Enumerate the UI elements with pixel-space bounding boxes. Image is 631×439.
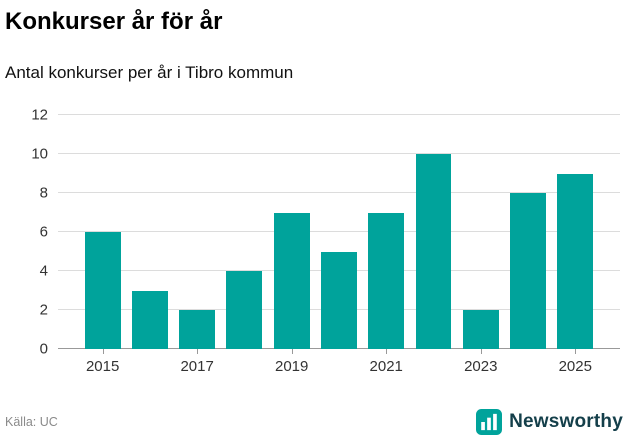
- bar-2025: [557, 173, 594, 349]
- bar-2016: [131, 290, 168, 349]
- y-tick-label: 0: [39, 340, 48, 358]
- bars-group: 2015 2017 2019 2021 2023 2025: [79, 115, 599, 375]
- chart-footer: Källa: UC Newsworthy: [0, 409, 631, 435]
- bar-slot-2019: 2019: [268, 115, 315, 375]
- plot-area: 0 2 4 6 8 10 12 2015 2017 2019 2021 2023 2025: [31, 108, 620, 375]
- y-tick-label: 12: [31, 106, 48, 124]
- x-tick-label: 2019: [275, 358, 309, 375]
- bar-slot-2020: [315, 115, 362, 349]
- x-tick-label: 2021: [369, 358, 403, 375]
- bar-2024: [510, 193, 546, 349]
- gridline: [58, 114, 620, 115]
- bar-slot-2023: 2023: [457, 115, 504, 375]
- x-tick-label: 2017: [180, 358, 214, 375]
- bar-2015: [84, 232, 121, 349]
- bar-slot-2025: 2025: [552, 115, 599, 375]
- bar-slot-2017: 2017: [174, 115, 221, 375]
- gridline: [58, 231, 620, 232]
- x-tick-label: 2023: [464, 358, 498, 375]
- y-tick-label: 6: [39, 223, 48, 241]
- x-tick-mark: [102, 349, 104, 354]
- bar-2020: [321, 251, 357, 349]
- bar-slot-2015: 2015: [79, 115, 126, 375]
- bar-slot-2024: [504, 115, 551, 349]
- source-label: Källa: UC: [5, 415, 58, 429]
- chart-subtitle: Antal konkurser per år i Tibro kommun: [5, 62, 294, 82]
- bar-slot-2018: [221, 115, 268, 349]
- bar-2019: [273, 212, 310, 349]
- x-tick-mark: [291, 349, 293, 354]
- x-tick-mark: [480, 349, 482, 354]
- x-tick-label: 2025: [558, 358, 592, 375]
- bar-2021: [368, 212, 405, 349]
- x-tick-label: 2015: [85, 358, 120, 375]
- bar-2017: [179, 310, 216, 349]
- x-tick-mark: [386, 349, 388, 354]
- y-tick-label: 10: [31, 145, 48, 163]
- y-tick-label: 2: [39, 301, 48, 319]
- chart-title: Konkurser år för år: [5, 8, 223, 35]
- gridline: [58, 153, 620, 154]
- bar-chart: Konkurser år för år Antal konkurser per …: [5, 8, 620, 375]
- bar-slot-2016: [126, 115, 173, 349]
- x-tick-mark: [575, 349, 577, 354]
- newsworthy-wordmark: Newsworthy: [509, 411, 623, 432]
- bar-2022: [415, 154, 452, 349]
- y-tick-label: 8: [39, 184, 48, 202]
- bar-slot-2022: [410, 115, 457, 349]
- x-tick-mark: [197, 349, 199, 354]
- newsworthy-logo-icon: [476, 409, 503, 435]
- bar-slot-2021: 2021: [363, 115, 410, 375]
- bar-2023: [462, 310, 499, 349]
- bar-2018: [226, 271, 263, 349]
- gridline: [58, 192, 620, 194]
- y-tick-label: 4: [39, 262, 48, 280]
- newsworthy-logo: Newsworthy: [476, 409, 623, 435]
